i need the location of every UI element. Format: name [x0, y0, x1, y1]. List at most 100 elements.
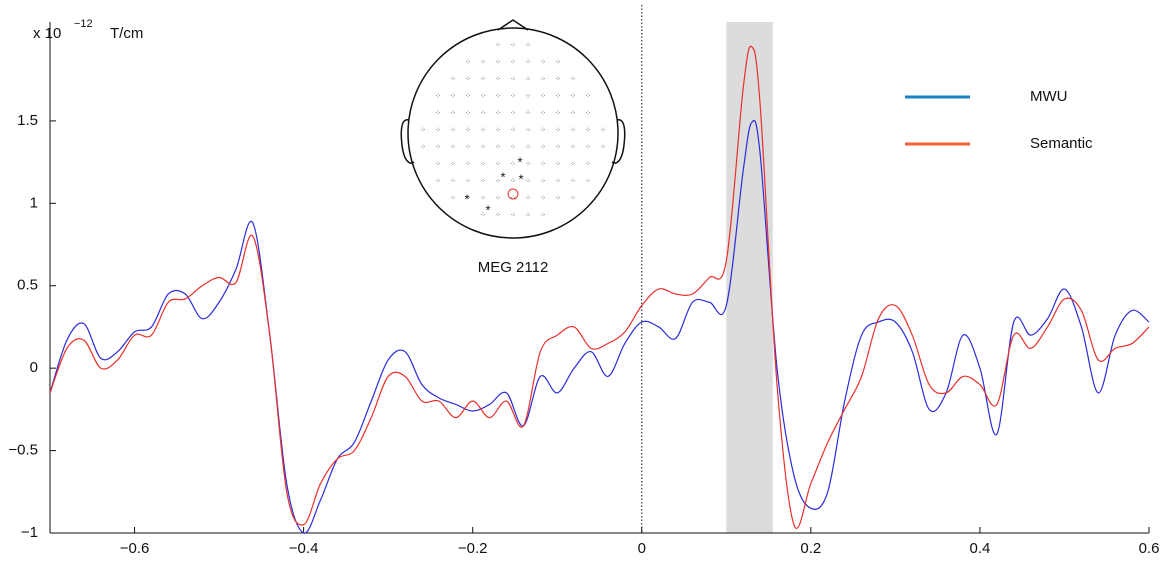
head-outline	[407, 27, 619, 239]
sensor-dot: ⁘	[480, 212, 486, 219]
sensor-dot: ⁘	[465, 195, 471, 202]
sensor-dot: ⁘	[555, 110, 561, 117]
legend-label: Semantic	[1030, 135, 1093, 152]
sensor-dot: ⁘	[480, 127, 486, 134]
sensor-dot: ⁘	[465, 76, 471, 83]
sensor-dot: ⁘	[510, 195, 516, 202]
selected-sensor	[507, 188, 519, 200]
sensor-dot: ⁘	[585, 161, 591, 168]
sensor-dot: ⁘	[540, 178, 546, 185]
sensor-dot: ⁘	[510, 42, 516, 49]
y-tick-label: −1	[21, 524, 38, 541]
plot-area	[49, 5, 1150, 534]
sensor-dot: ⁘	[555, 144, 561, 151]
y-label-unit: T/cm	[110, 25, 143, 42]
sensor-dot: ⁘	[465, 178, 471, 185]
sensor-dot: ⁘	[495, 42, 501, 49]
sensor-dot: ⁘	[570, 93, 576, 100]
sensor-dot: ⁘	[450, 110, 456, 117]
sensor-dot: ⁘	[540, 144, 546, 151]
sensor-dot: ⁘	[555, 93, 561, 100]
sensor-dot: ⁘	[465, 110, 471, 117]
sensor-star: *	[485, 202, 490, 217]
sensor-dot: ⁘	[570, 144, 576, 151]
y-tick-label: 1	[30, 194, 38, 211]
sensor-dot: ⁘	[435, 110, 441, 117]
sensor-dot: ⁘	[450, 144, 456, 151]
sensor-dot: ⁘	[510, 161, 516, 168]
x-tick-label: −0.2	[458, 540, 488, 557]
sensor-dot: ⁘	[465, 93, 471, 100]
sensor-dot: ⁘	[540, 161, 546, 168]
sensor-dot: ⁘	[525, 195, 531, 202]
sensor-dot: ⁘	[435, 127, 441, 134]
sensor-dot: ⁘	[540, 212, 546, 219]
sensor-dot: ⁘	[480, 93, 486, 100]
sensor-dot: ⁘	[420, 144, 426, 151]
sensor-dot: ⁘	[480, 144, 486, 151]
sensor-dot: ⁘	[495, 178, 501, 185]
right-ear	[611, 119, 626, 164]
sensor-dot: ⁘	[525, 42, 531, 49]
sensor-dot: ⁘	[525, 110, 531, 117]
sensor-dot: ⁘	[540, 110, 546, 117]
sensor-dot: ⁘	[585, 144, 591, 151]
sensor-dot: ⁘	[540, 195, 546, 202]
sensor-dot: ⁘	[495, 76, 501, 83]
sensor-dot: ⁘	[495, 144, 501, 151]
sensor-dot: ⁘	[585, 93, 591, 100]
sensor-dot: ⁘	[465, 127, 471, 134]
sensor-dot: ⁘	[480, 110, 486, 117]
sensor-dot: ⁘	[510, 110, 516, 117]
sensor-dot: ⁘	[465, 59, 471, 66]
sensor-dot: ⁘	[525, 127, 531, 134]
sensor-dot: ⁘	[525, 178, 531, 185]
sensor-dot: ⁘	[525, 161, 531, 168]
nose	[497, 19, 529, 31]
y-label-exponent: −12	[74, 18, 93, 30]
sensor-dot: ⁘	[510, 178, 516, 185]
sensor-dot: ⁘	[480, 161, 486, 168]
sensor-dot: ⁘	[555, 76, 561, 83]
sensor-dot: ⁘	[555, 161, 561, 168]
sensor-dot: ⁘	[600, 144, 606, 151]
sensor-dot: ⁘	[435, 93, 441, 100]
sensor-dot: ⁘	[495, 161, 501, 168]
sensor-dot: ⁘	[480, 59, 486, 66]
x-tick-label: 0.6	[1139, 540, 1160, 557]
sensor-dot: ⁘	[525, 93, 531, 100]
sensor-dot: ⁘	[495, 212, 501, 219]
sensor-star: *	[500, 169, 505, 184]
sensor-dot: ⁘	[510, 127, 516, 134]
sensor-dot: ⁘	[465, 144, 471, 151]
sensor-dot: ⁘	[525, 212, 531, 219]
legend-label: MWU	[1030, 88, 1068, 105]
y-tick-label: 1.5	[17, 112, 38, 129]
sensor-dot: ⁘	[525, 76, 531, 83]
sensor-dot: ⁘	[435, 161, 441, 168]
sensor-dot: ⁘	[540, 93, 546, 100]
sensor-dot: ⁘	[555, 59, 561, 66]
sensor-dot: ⁘	[585, 127, 591, 134]
sensor-dot: ⁘	[495, 127, 501, 134]
sensor-dot: ⁘	[540, 59, 546, 66]
sensor-dot: ⁘	[420, 127, 426, 134]
sensor-dot: ⁘	[495, 110, 501, 117]
sensor-dot: ⁘	[450, 93, 456, 100]
head-inset: ⁘ ⁘ ⁘ ⁘ ⁘ ⁘ ⁘ ⁘ ⁘ ⁘ ⁘ ⁘ ⁘ ⁘ ⁘ ⁘ ⁘ ⁘ ⁘ ⁘ ⁘ ⁘ ⁘ ⁘ ⁘ ⁘ ⁘ ⁘ ⁘ ⁘ ⁘ ⁘ ⁘ ⁘ ⁘ ⁘ ⁘ ⁘ ⁘ ⁘…	[400, 19, 626, 239]
sensor-dot: ⁘	[450, 76, 456, 83]
sensor-dot: ⁘	[585, 178, 591, 185]
sensor-dot: ⁘	[510, 212, 516, 219]
sensor-dot: ⁘	[540, 127, 546, 134]
x-tick-label: −0.4	[289, 540, 319, 557]
sensor-dot: ⁘	[585, 110, 591, 117]
sensor-dot: ⁘	[555, 127, 561, 134]
sensor-dot: ⁘	[570, 178, 576, 185]
sensor-dot: ⁘	[450, 195, 456, 202]
sensor-dot: ⁘	[510, 144, 516, 151]
sensor-dot: ⁘	[525, 144, 531, 151]
sensor-dot: ⁘	[570, 195, 576, 202]
x-tick-label: 0.2	[800, 540, 821, 557]
sensor-star: *	[517, 154, 522, 169]
